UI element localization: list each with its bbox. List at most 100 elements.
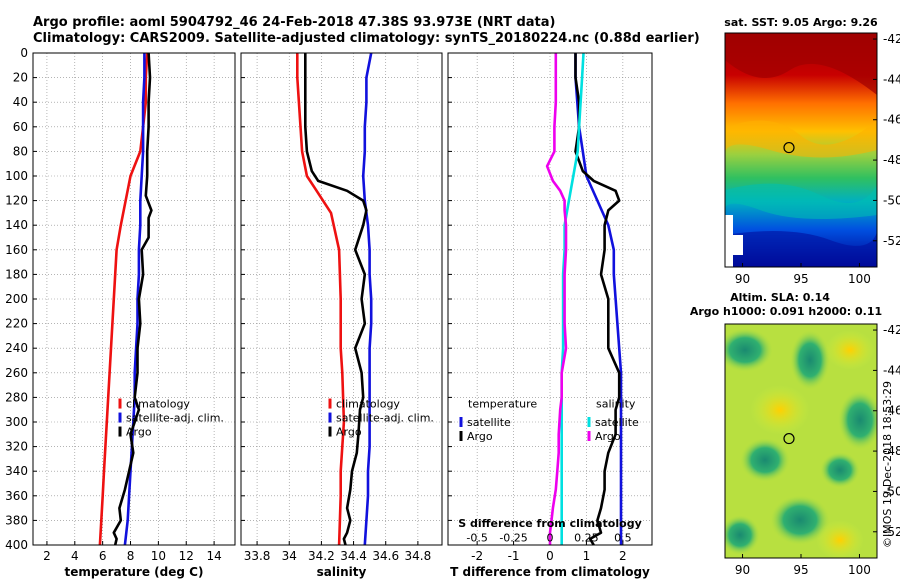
x-tick-label: 34.8	[405, 549, 432, 563]
x-tick-label: 34.4	[340, 549, 367, 563]
secondary-tick-label: 0	[547, 532, 554, 545]
watermark: ©IMOS 19-Dec-2018 18:53:29	[881, 381, 894, 548]
legend-group-title: salinity	[596, 398, 636, 411]
legend-entry: satellite-adj. clim.	[336, 412, 434, 425]
depth-tick-label: 300	[5, 415, 28, 429]
difference-panel: -2 -1 0 1 2 T difference from climatology temp…	[447, 52, 653, 579]
depth-tick-label: 200	[5, 292, 28, 306]
legend-entry: satellite-adj. clim.	[126, 412, 224, 425]
depth-tick-label: 180	[5, 267, 28, 281]
x-tick-label: 8	[127, 549, 135, 563]
x-tick-label: 10	[151, 549, 166, 563]
x-tick-label: -2	[471, 549, 483, 563]
depth-tick-label: 380	[5, 513, 28, 527]
series-line-salinity-argo	[545, 53, 568, 545]
lat-tick-label: -46	[883, 404, 900, 418]
series-line-temperature-argo	[574, 53, 621, 546]
depth-tick-label: 400	[5, 538, 28, 552]
title-line-2: Climatology: CARS2009. Satellite-adjuste…	[33, 31, 700, 46]
x-tick-label: 33.8	[244, 549, 271, 563]
lon-tick-label: 90	[735, 272, 750, 286]
title-line-1: Argo profile: aoml 5904792_46 24-Feb-201…	[33, 15, 555, 30]
depth-tick-label: 120	[5, 194, 28, 208]
x-tick-label: 12	[179, 549, 194, 563]
lat-tick-label: -46	[883, 113, 900, 127]
sst-map-axes: -42 -44 -46 -48 -50 -52 90 95 100	[735, 32, 900, 286]
salinity-panel: 33.8 34 34.2 34.4 34.6 34.8 salinity climatolog…	[240, 52, 443, 579]
legend-group-title: temperature	[468, 398, 537, 411]
lon-tick-label: 100	[848, 563, 871, 577]
series-line-temperature-satellite	[574, 53, 623, 545]
lat-tick-label: -48	[883, 153, 900, 167]
depth-tick-label: 240	[5, 341, 28, 355]
sla-map-subtitle: Argo h1000: 0.091 h2000: 0.11	[690, 305, 882, 318]
x-tick-label: 14	[206, 549, 221, 563]
lon-tick-label: 95	[793, 272, 808, 286]
legend-entry: satellite	[595, 416, 639, 429]
x-tick-label: -1	[508, 549, 520, 563]
legend-entry: climatology	[336, 398, 400, 411]
lat-tick-label: -44	[883, 72, 900, 86]
plot-frame	[447, 52, 653, 546]
lon-tick-label: 95	[793, 563, 808, 577]
depth-tick-label: 260	[5, 366, 28, 380]
legend-entry: satellite	[467, 416, 511, 429]
depth-tick-label: 320	[5, 440, 28, 454]
depth-tick-label: 0	[20, 46, 28, 60]
argo-location-marker	[783, 141, 795, 154]
x-tick-label: 34	[282, 549, 297, 563]
x-tick-label: 34.6	[372, 549, 399, 563]
series-line-argo	[112, 52, 153, 546]
lon-tick-label: 100	[848, 272, 871, 286]
legend-entry: Argo	[336, 426, 362, 439]
x-tick-label: 6	[99, 549, 107, 563]
depth-tick-label: 360	[5, 489, 28, 503]
x-tick-label: 1	[583, 549, 591, 563]
depth-tick-label: 100	[5, 169, 28, 183]
argo-location-marker	[783, 432, 795, 445]
series-line-salinity-satellite	[560, 52, 585, 545]
secondary-tick-label: -0.25	[499, 532, 527, 545]
sst-map-title: sat. SST: 9.05 Argo: 9.26	[724, 16, 878, 29]
depth-tick-label: 340	[5, 464, 28, 478]
lat-tick-label: -50	[883, 484, 900, 498]
series-line-satellite-adj-clim-	[361, 52, 373, 546]
lon-tick-label: 90	[735, 563, 750, 577]
depth-axis: 0 20 40 60 80 100 120 140 160 180 200 220 240 260 280 3…	[5, 46, 28, 552]
depth-tick-label: 20	[13, 71, 28, 85]
lat-tick-label: -42	[883, 323, 900, 337]
x-tick-label: 34.2	[308, 549, 335, 563]
lat-tick-label: -42	[883, 32, 900, 46]
secondary-tick-label: -0.5	[466, 532, 487, 545]
secondary-axis-label: S difference from climatology	[458, 517, 642, 530]
x-tick-label: 2	[43, 549, 51, 563]
depth-tick-label: 280	[5, 390, 28, 404]
sla-map-title: Altim. SLA: 0.14	[730, 291, 830, 304]
depth-tick-label: 60	[13, 120, 28, 134]
sla-map-axes: -42 -44 -46 -48 -50 -52 90 95 100	[735, 323, 900, 577]
plot-frame	[240, 52, 443, 546]
lat-tick-label: -52	[883, 525, 900, 539]
depth-tick-label: 160	[5, 243, 28, 257]
x-tick-label: 0	[546, 549, 554, 563]
sst-map: sat. SST: 9.05 Argo: 9.26 -42 -44 -46 -48 -5…	[724, 16, 900, 286]
secondary-tick-label: 0.5	[614, 532, 632, 545]
plot-frame	[32, 52, 236, 546]
x-axis-label: T difference from climatology	[450, 565, 650, 579]
series-line-climatology	[295, 53, 346, 546]
legend-entry: Argo	[595, 430, 621, 443]
legend-entry: Argo	[126, 426, 152, 439]
x-axis-label: temperature (deg C)	[65, 565, 204, 579]
x-axis-label: salinity	[317, 565, 367, 579]
depth-tick-label: 140	[5, 218, 28, 232]
lat-tick-label: -50	[883, 193, 900, 207]
sla-map: Altim. SLA: 0.14 Argo h1000: 0.091 h2000…	[690, 291, 900, 577]
depth-tick-label: 220	[5, 317, 28, 331]
lat-tick-label: -52	[883, 234, 900, 248]
series-line-argo	[303, 53, 368, 546]
x-tick-label: 2	[619, 549, 627, 563]
depth-tick-label: 80	[13, 144, 28, 158]
lat-tick-label: -44	[883, 363, 900, 377]
secondary-tick-label: 0.25	[574, 532, 599, 545]
